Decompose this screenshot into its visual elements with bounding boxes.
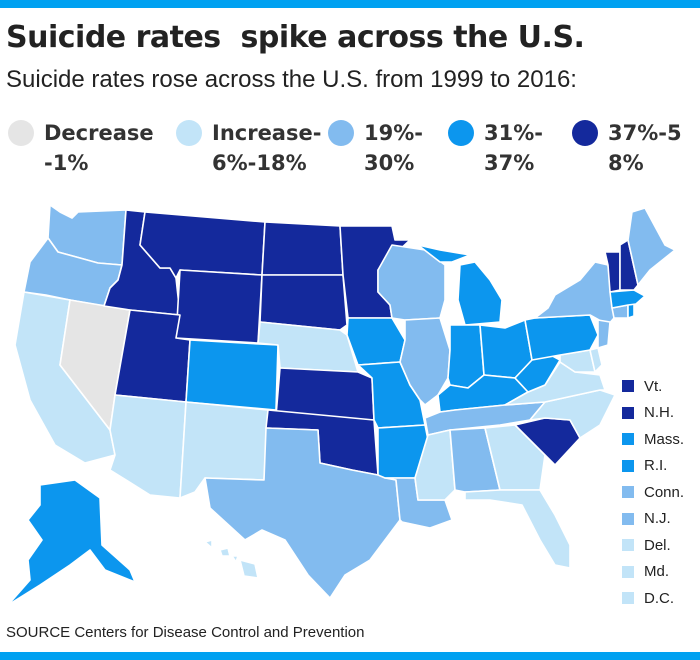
state-iowa bbox=[346, 317, 406, 366]
state-maine bbox=[627, 207, 676, 286]
state-rhode-island bbox=[627, 303, 635, 319]
legend-item-increase-high: 31%-37% bbox=[448, 118, 554, 178]
small-state-label: Md. bbox=[644, 563, 670, 581]
small-state-swatch bbox=[622, 565, 634, 578]
state-texas bbox=[204, 427, 401, 599]
top-accent-bar bbox=[0, 0, 700, 8]
legend-label: Increase-6%-18% bbox=[212, 121, 322, 175]
legend-swatch bbox=[448, 120, 474, 146]
state-wyoming bbox=[175, 269, 263, 344]
legend-swatch bbox=[176, 120, 202, 146]
small-state-label: N.J. bbox=[644, 510, 671, 528]
small-state-swatch bbox=[622, 433, 634, 446]
state-arizona bbox=[109, 394, 187, 499]
chart-subtitle: Suicide rates rose across the U.S. from … bbox=[6, 66, 577, 93]
state-hawaii bbox=[204, 539, 259, 579]
small-state-item: Del. bbox=[622, 532, 684, 559]
state-new-jersey bbox=[597, 319, 611, 349]
small-state-item: R.I. bbox=[622, 453, 684, 480]
state-florida bbox=[464, 489, 571, 569]
legend-swatch bbox=[572, 120, 598, 146]
legend-label: 19%-30% bbox=[364, 121, 423, 175]
chart-title: Suicide rates spike across the U.S. bbox=[6, 20, 585, 55]
source-note: SOURCE Centers for Disease Control and P… bbox=[6, 624, 365, 641]
small-state-item: Md. bbox=[622, 559, 684, 586]
state-south-dakota bbox=[259, 274, 348, 331]
small-state-label: Mass. bbox=[644, 430, 685, 448]
state-new-york bbox=[534, 261, 615, 326]
small-state-item: Vt. bbox=[622, 373, 684, 400]
legend-label: 37%-58% bbox=[608, 121, 682, 175]
legend-swatch bbox=[8, 120, 34, 146]
small-states-legend: Vt. N.H. Mass. R.I. Conn. N.J. Del. Md. … bbox=[622, 373, 684, 612]
small-state-label: R.I. bbox=[644, 457, 668, 475]
state-illinois bbox=[399, 317, 451, 406]
small-state-item: N.H. bbox=[622, 400, 684, 427]
state-colorado bbox=[185, 339, 279, 411]
small-state-item: D.C. bbox=[622, 585, 684, 612]
small-state-swatch bbox=[622, 512, 634, 525]
state-georgia bbox=[484, 424, 546, 491]
state-alaska bbox=[7, 479, 136, 606]
legend-item-decrease: Decrease-1% bbox=[8, 118, 162, 178]
legend-item-increase-top: 37%-58% bbox=[572, 118, 688, 178]
small-state-label: Conn. bbox=[644, 483, 685, 501]
state-delaware bbox=[589, 347, 603, 373]
small-state-label: Vt. bbox=[644, 377, 663, 395]
legend-item-increase-mid: 19%-30% bbox=[328, 118, 434, 178]
legend-label: 31%-37% bbox=[484, 121, 543, 175]
legend-swatch bbox=[328, 120, 354, 146]
small-state-item: Conn. bbox=[622, 479, 684, 506]
small-state-swatch bbox=[622, 592, 634, 605]
small-state-label: D.C. bbox=[644, 589, 674, 607]
small-state-label: N.H. bbox=[644, 404, 674, 422]
state-new-hampshire bbox=[619, 239, 639, 291]
small-state-swatch bbox=[622, 486, 634, 499]
bottom-accent-bar bbox=[0, 652, 700, 660]
small-state-swatch bbox=[622, 380, 634, 393]
small-state-item: N.J. bbox=[622, 506, 684, 533]
small-state-item: Mass. bbox=[622, 426, 684, 453]
small-state-swatch bbox=[622, 459, 634, 472]
small-state-label: Del. bbox=[644, 536, 671, 554]
state-north-dakota bbox=[261, 221, 344, 276]
small-state-swatch bbox=[622, 539, 634, 552]
small-state-swatch bbox=[622, 406, 634, 419]
us-choropleth-map bbox=[7, 204, 676, 606]
state-vermont bbox=[604, 251, 621, 293]
legend-label: Decrease-1% bbox=[44, 121, 154, 175]
legend-item-increase-low: Increase-6%-18% bbox=[176, 118, 330, 178]
state-michigan bbox=[457, 261, 503, 326]
state-massachusetts bbox=[609, 289, 646, 309]
state-michigan-up bbox=[417, 244, 471, 263]
